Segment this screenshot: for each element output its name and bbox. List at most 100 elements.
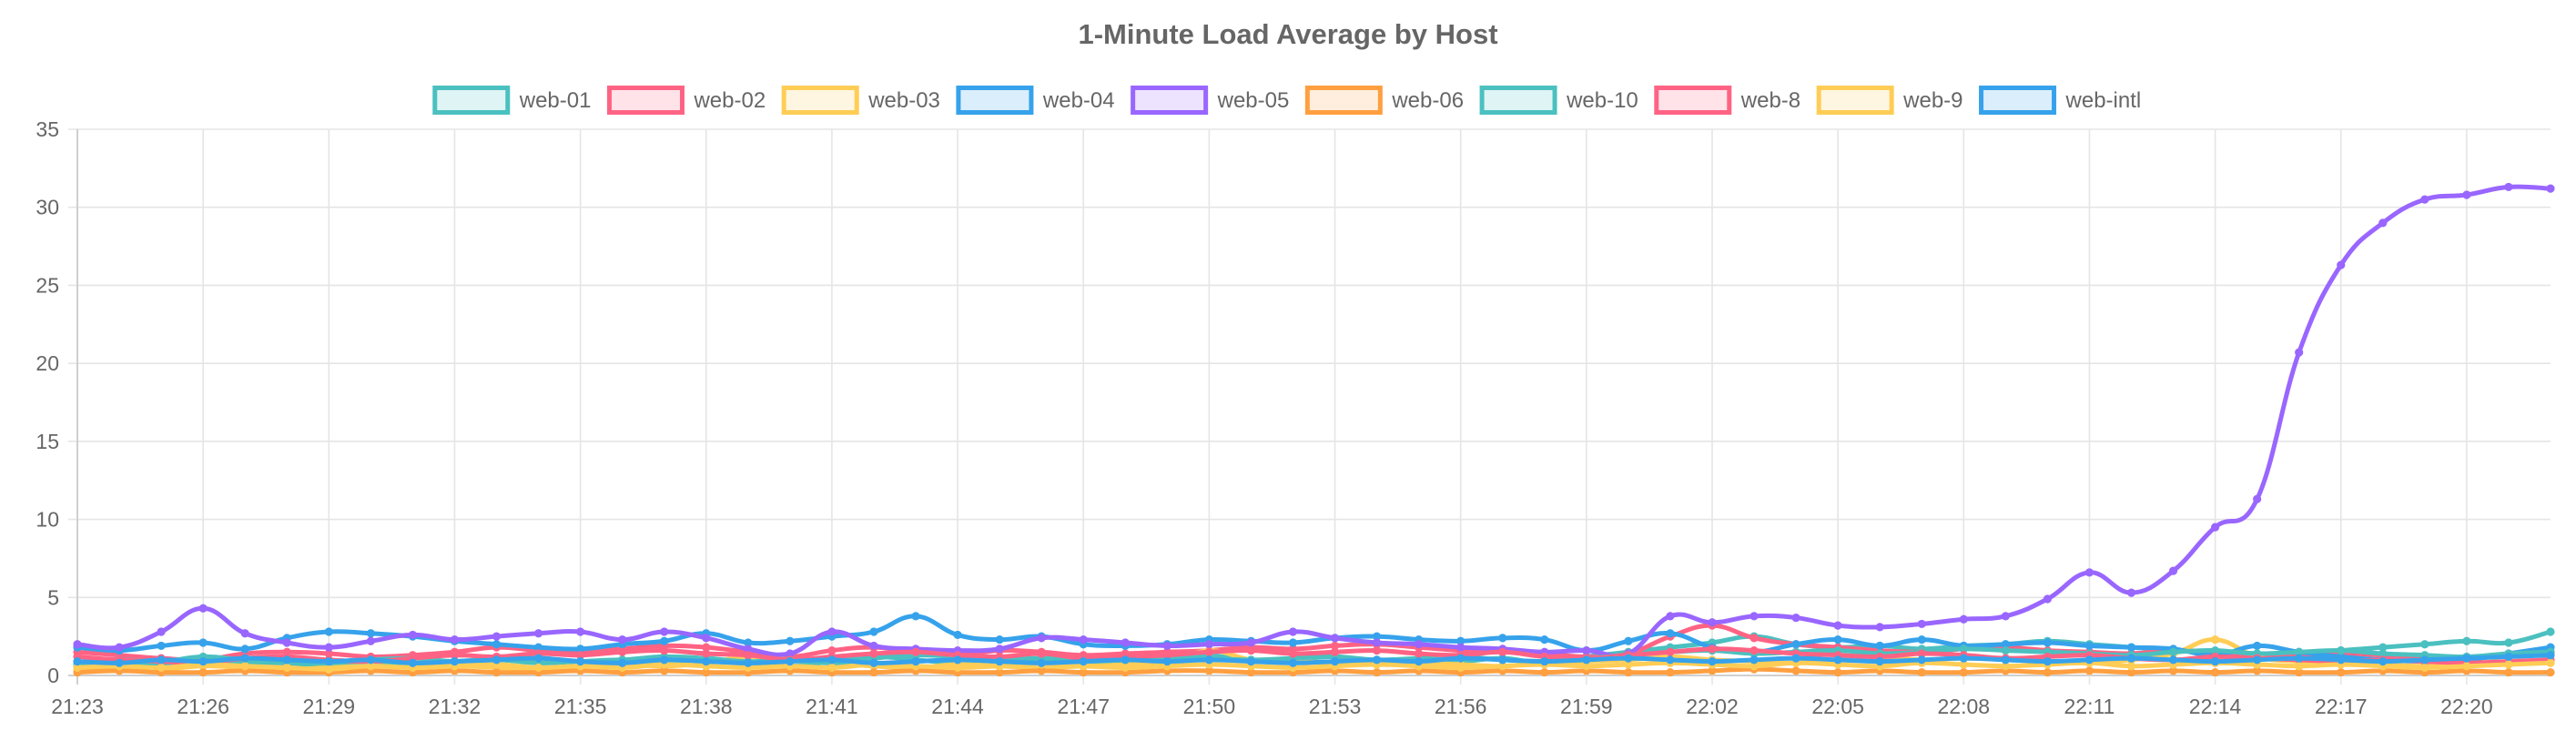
chart-legend: web-01 web-02 web-03 web-04 web-05 web-06 web-… <box>432 86 2141 115</box>
data-point <box>2462 636 2471 645</box>
data-point <box>1917 667 1926 677</box>
x-tick-label: 22:05 <box>1811 695 1864 718</box>
data-point <box>157 641 166 651</box>
data-point <box>198 667 208 677</box>
x-tick-label: 22:17 <box>2315 695 2368 718</box>
data-point <box>1288 658 1298 667</box>
data-point <box>1037 634 1046 643</box>
data-point <box>1498 647 1507 656</box>
legend-swatch <box>781 86 859 115</box>
data-point <box>2420 640 2429 649</box>
data-point <box>2084 666 2094 675</box>
data-point <box>282 638 291 647</box>
y-tick-label: 10 <box>35 508 59 532</box>
data-point <box>1079 656 1088 666</box>
series-web-06 <box>73 665 2555 677</box>
data-point <box>1833 655 1842 665</box>
data-point <box>1456 654 1465 663</box>
data-point <box>533 663 543 673</box>
legend-item-web-06: web-06 <box>1304 86 1464 115</box>
data-point <box>1791 640 1800 649</box>
y-axis: 0 5 10 15 20 25 30 35 <box>35 117 59 687</box>
x-tick-label: 21:47 <box>1057 695 1110 718</box>
data-point <box>450 656 460 666</box>
data-point <box>1540 656 1549 666</box>
data-point <box>1791 654 1800 663</box>
y-tick-label: 15 <box>35 430 59 453</box>
data-point <box>995 645 1004 654</box>
data-point <box>1791 666 1800 675</box>
data-point <box>1833 621 1842 630</box>
data-point <box>995 634 1004 645</box>
legend-swatch <box>1979 86 2057 115</box>
x-tick-label: 21:56 <box>1435 695 1487 718</box>
x-tick-label: 22:02 <box>1686 695 1739 718</box>
x-tick-label: 21:35 <box>554 695 607 718</box>
data-point <box>1288 638 1298 647</box>
data-point <box>2337 667 2346 677</box>
data-point <box>2420 655 2429 665</box>
data-point <box>1917 634 1926 645</box>
data-point <box>2295 348 2304 357</box>
data-point <box>157 655 166 665</box>
x-tick-label: 21:29 <box>303 695 356 718</box>
series-line <box>76 666 2551 675</box>
data-point <box>2504 638 2513 647</box>
data-point <box>2337 645 2346 655</box>
legend-label: web-04 <box>1042 88 1115 113</box>
data-point <box>1204 647 1213 656</box>
data-point <box>1372 645 1382 655</box>
data-point <box>2043 638 2052 647</box>
data-point <box>2546 658 2555 667</box>
data-point <box>1959 667 1968 677</box>
data-point <box>115 658 124 667</box>
data-point <box>827 663 837 673</box>
data-point <box>2337 260 2346 269</box>
data-point <box>73 656 82 666</box>
data-point <box>2546 184 2555 193</box>
data-point <box>73 640 82 649</box>
x-tick-label: 21:41 <box>806 695 858 718</box>
data-point <box>1666 655 1675 665</box>
data-point <box>2504 182 2513 192</box>
data-point <box>1498 655 1507 665</box>
data-point <box>324 656 333 666</box>
data-point <box>2546 667 2555 677</box>
data-point <box>2462 190 2471 199</box>
legend-swatch <box>432 86 511 115</box>
data-point <box>1121 655 1130 665</box>
data-point <box>618 634 627 645</box>
data-point <box>1749 655 1759 665</box>
data-point <box>1121 638 1130 647</box>
data-point <box>324 665 333 674</box>
data-point <box>366 629 375 638</box>
data-point <box>660 627 669 636</box>
data-point <box>157 627 166 636</box>
data-point <box>2043 667 2052 677</box>
data-point <box>1037 649 1046 658</box>
data-point <box>744 651 753 660</box>
data-point <box>1959 654 1968 663</box>
data-point <box>1791 613 1800 623</box>
data-point <box>2168 655 2178 665</box>
series-web-intl <box>73 651 2555 667</box>
data-point <box>533 629 543 638</box>
data-point <box>744 658 753 667</box>
y-tick-label: 25 <box>35 273 59 297</box>
legend-label: web-06 <box>1391 88 1464 113</box>
data-point <box>869 641 878 651</box>
legend-label: web-9 <box>1902 88 1962 113</box>
data-point <box>1582 655 1591 665</box>
data-point <box>911 612 920 621</box>
legend-item-web-9: web-9 <box>1816 86 1963 115</box>
data-point <box>492 632 502 641</box>
data-point <box>198 656 208 666</box>
data-point <box>1959 614 1968 624</box>
x-tick-label: 21:26 <box>177 695 229 718</box>
legend-label: web-8 <box>1740 88 1800 113</box>
data-point <box>408 658 418 667</box>
data-point <box>2210 656 2220 666</box>
x-tick-label: 21:53 <box>1309 695 1362 718</box>
